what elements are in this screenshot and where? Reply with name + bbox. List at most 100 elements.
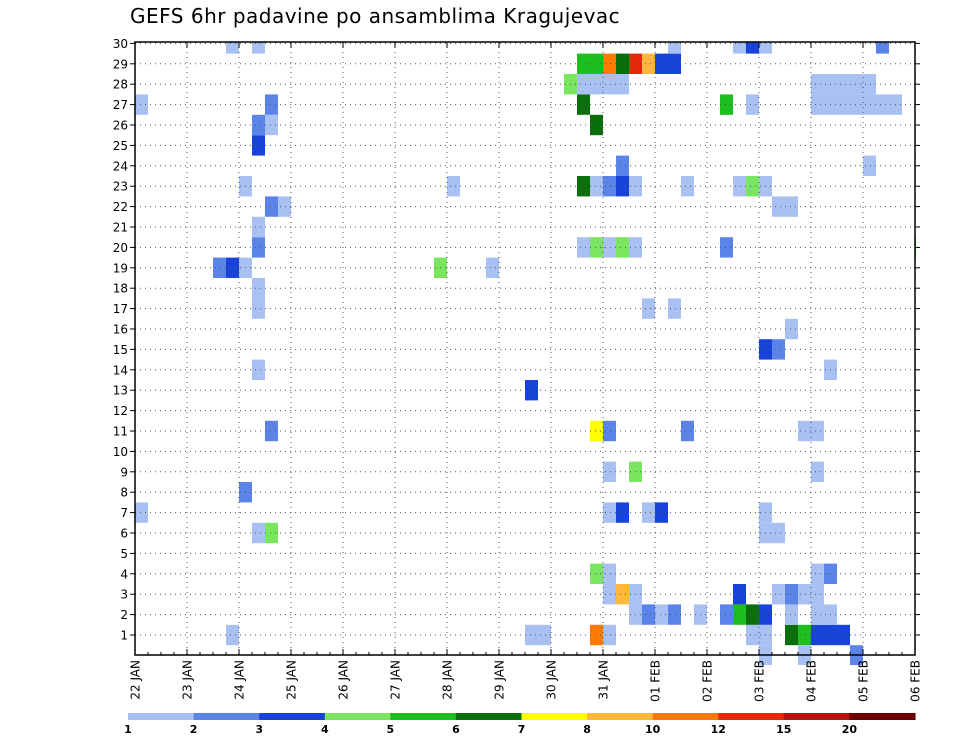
precip-cell	[590, 563, 603, 584]
precip-cell	[811, 624, 824, 646]
legend-swatch	[718, 713, 785, 720]
y-tick-label: 14	[113, 363, 128, 377]
y-tick-label: 8	[120, 486, 128, 500]
legend-label: 1	[124, 723, 132, 736]
y-tick-label: 25	[113, 139, 128, 153]
precip-cell	[252, 359, 265, 380]
precip-cell	[252, 114, 265, 136]
x-tick-label: 06 FEB	[909, 660, 923, 702]
precip-cell	[811, 563, 824, 584]
precip-cell	[135, 94, 148, 115]
precip-cell	[655, 604, 668, 625]
precip-cell	[811, 74, 824, 95]
precip-cell	[577, 53, 590, 74]
precip-cell	[252, 42, 265, 54]
precip-cell	[265, 94, 278, 115]
color-legend: 1 2 3 4 5 6 7 8 10 12 15 20	[124, 713, 916, 736]
legend-label: 5	[386, 723, 394, 736]
legend-swatch	[193, 713, 260, 720]
precip-cell	[772, 339, 785, 360]
y-tick-label: 2	[120, 608, 128, 622]
precip-cell	[590, 74, 603, 95]
precip-cell	[837, 624, 850, 646]
precip-cell	[759, 42, 772, 54]
precip-cell	[798, 584, 811, 605]
x-axis: 22 JAN 23 JAN 24 JAN 25 JAN 26 JAN 27 JAN 28 J…	[129, 42, 923, 702]
x-tick-label: 04 FEB	[805, 660, 819, 702]
x-tick-label: 29 JAN	[493, 660, 507, 700]
precip-cell	[616, 237, 629, 258]
precip-cell	[265, 196, 278, 217]
y-tick-label: 26	[113, 119, 128, 133]
precip-cell	[811, 94, 824, 115]
x-tick-label: 27 JAN	[389, 660, 403, 700]
legend-label: 12	[711, 723, 726, 736]
precip-cell	[252, 522, 265, 544]
precip-cell	[265, 522, 278, 544]
precip-cell	[772, 196, 785, 217]
precip-cell	[733, 176, 746, 197]
precip-cell	[668, 604, 681, 625]
precip-cell	[746, 624, 759, 646]
y-tick-label: 11	[113, 425, 128, 439]
y-tick-label: 6	[120, 527, 128, 541]
precip-cell	[772, 584, 785, 605]
precip-cell	[785, 318, 798, 340]
precip-cell	[642, 604, 655, 625]
legend-label: 2	[190, 723, 198, 736]
legend-swatch	[652, 713, 719, 720]
legend-label: 4	[321, 723, 329, 736]
y-tick-label: 12	[113, 404, 128, 418]
y-tick-label: 22	[113, 200, 128, 214]
y-tick-label: 5	[120, 547, 128, 561]
heatmap-cells	[135, 42, 916, 665]
precip-cell	[876, 94, 889, 115]
legend-label: 6	[452, 723, 460, 736]
y-tick-label: 16	[113, 323, 128, 337]
y-tick-label: 27	[113, 98, 128, 112]
precip-cell	[226, 257, 239, 278]
precip-cell	[655, 502, 668, 523]
y-tick-label: 13	[113, 384, 128, 398]
precip-cell	[525, 380, 538, 401]
precip-cell	[252, 278, 265, 299]
precip-cell	[265, 420, 278, 442]
precip-cell	[681, 420, 694, 442]
precip-cell	[590, 237, 603, 258]
legend-label: 15	[776, 723, 791, 736]
precip-cell	[720, 94, 733, 115]
precip-cell	[603, 502, 616, 523]
precip-cell	[577, 176, 590, 197]
precip-cell	[642, 53, 655, 74]
y-tick-label: 3	[120, 588, 128, 602]
precip-cell	[798, 420, 811, 442]
x-tick-label: 02 FEB	[701, 660, 715, 702]
precip-cell	[785, 604, 798, 625]
precip-cell	[733, 584, 746, 605]
precip-cell	[252, 135, 265, 156]
precip-cell	[850, 74, 863, 95]
y-tick-label: 9	[120, 465, 128, 479]
precip-cell	[603, 237, 616, 258]
x-tick-label: 26 JAN	[337, 660, 351, 700]
precip-cell	[616, 176, 629, 197]
precip-cell	[733, 604, 746, 625]
precip-cell	[772, 522, 785, 544]
precip-cell	[603, 53, 616, 74]
precip-cell	[720, 237, 733, 258]
precip-cell	[785, 196, 798, 217]
legend-label: 3	[255, 723, 263, 736]
precip-cell	[863, 155, 876, 176]
y-tick-label: 17	[113, 302, 128, 316]
legend-swatch	[849, 713, 916, 720]
y-tick-label: 28	[113, 78, 128, 92]
precip-cell	[278, 196, 291, 217]
legend-label: 8	[583, 723, 591, 736]
legend-swatch	[783, 713, 850, 720]
precip-cell	[226, 624, 239, 646]
precip-cell	[590, 176, 603, 197]
y-tick-label: 20	[113, 241, 128, 255]
precip-cell	[447, 176, 460, 197]
precip-cell	[616, 502, 629, 523]
